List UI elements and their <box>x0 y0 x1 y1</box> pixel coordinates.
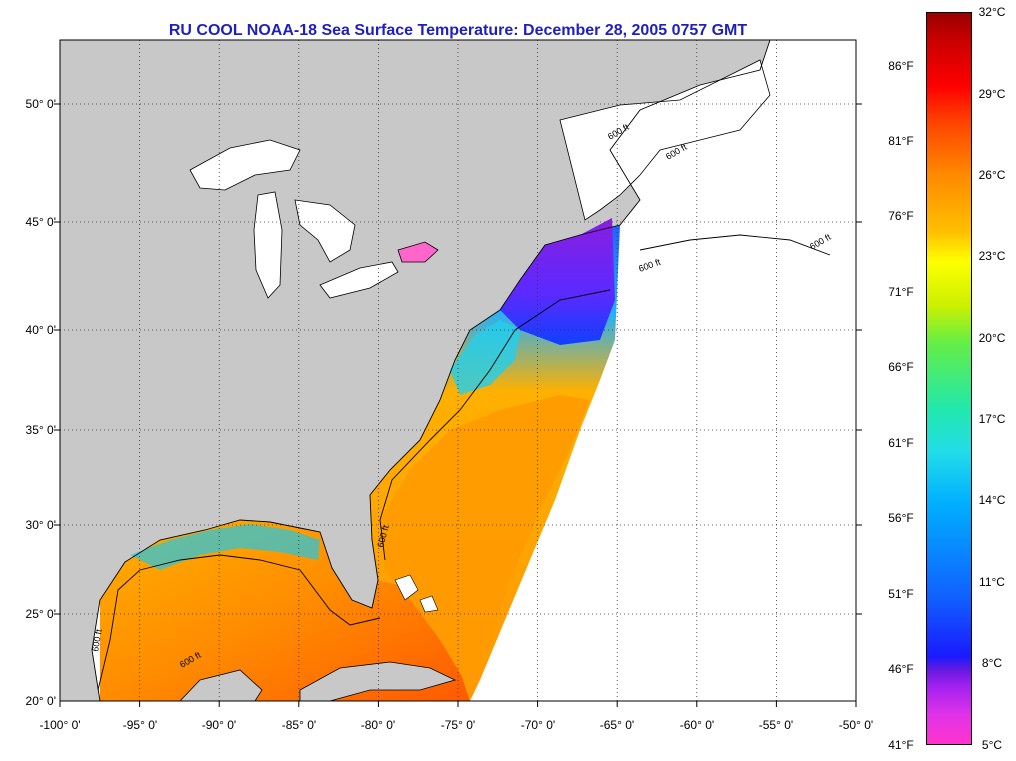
land-yucatan <box>179 669 263 701</box>
colorbar-celsius-label: 5°C <box>981 738 1003 752</box>
lake-erie <box>319 261 399 299</box>
land-maritimes <box>559 59 771 221</box>
lat-label: 25° 0' <box>25 607 56 621</box>
colorbar-fahrenheit-label: 61°F <box>888 436 914 450</box>
lon-label: -65° 0' <box>599 718 635 732</box>
lat-lon-grid <box>60 40 856 701</box>
lat-label: 50° 0' <box>25 97 56 111</box>
lat-label: 35° 0' <box>25 423 56 437</box>
gulf-cool-fringe <box>130 524 320 570</box>
colorbar-fahrenheit-label: 51°F <box>888 587 914 601</box>
lat-label: 45° 0' <box>25 215 56 229</box>
colorbar-fahrenheit-label: 71°F <box>888 285 914 299</box>
lon-label: -55° 0' <box>758 718 794 732</box>
colorbar-celsius-label: 23°C <box>978 249 1006 263</box>
isobath-label: 600 ft <box>808 232 833 252</box>
gulf-of-maine-sst <box>500 218 615 345</box>
lake-ontario <box>397 241 439 263</box>
lon-label: -80° 0' <box>360 718 396 732</box>
lon-label: -100° 0' <box>39 718 81 732</box>
colorbar-celsius-label: 8°C <box>981 656 1003 670</box>
lat-label: 30° 0' <box>25 518 56 532</box>
lake-michigan <box>253 191 283 299</box>
map-title: RU COOL NOAA-18 Sea Surface Temperature:… <box>168 22 748 39</box>
colorbar-fahrenheit-label: 81°F <box>888 134 914 148</box>
coastline <box>91 40 771 701</box>
lake-huron <box>294 199 356 263</box>
lake-superior <box>189 139 301 191</box>
lon-label: -85° 0' <box>281 718 317 732</box>
colorbar-celsius-label: 20°C <box>978 331 1006 345</box>
lon-label: -50° 0' <box>838 718 874 732</box>
colorbar-fahrenheit-label: 86°F <box>888 59 914 73</box>
colorbar-celsius-label: 11°C <box>979 575 1005 589</box>
land-cuba <box>299 661 457 701</box>
colorbar-fahrenheit-label: 66°F <box>888 360 914 374</box>
colorbar-celsius-label: 29°C <box>978 87 1006 101</box>
land-bahamas <box>394 574 439 613</box>
colorbar-celsius-label: 14°C <box>978 493 1006 507</box>
temperature-colorbar <box>926 12 972 745</box>
lat-label: 40° 0' <box>25 323 56 337</box>
lon-label: -75° 0' <box>440 718 476 732</box>
lon-label: -90° 0' <box>201 718 237 732</box>
colorbar-fahrenheit-label: 56°F <box>888 511 914 525</box>
lon-label: -95° 0' <box>122 718 158 732</box>
colorbar-fahrenheit-label: 41°F <box>888 738 914 752</box>
colorbar-fahrenheit-label: 46°F <box>888 662 914 676</box>
gulf-of-mexico-sst <box>100 520 470 701</box>
colorbar-celsius-label: 32°C <box>978 5 1006 19</box>
colorbar-celsius-label: 17°C <box>978 412 1006 426</box>
axis-ticks <box>54 103 862 707</box>
lon-label: -60° 0' <box>679 718 715 732</box>
shelf-cold-water <box>450 320 520 395</box>
colorbar-fahrenheit-label: 76°F <box>888 209 914 223</box>
isobath-600ft <box>97 234 831 691</box>
isobath-label: 600 ft <box>637 257 662 274</box>
isobath-label: 600 ft <box>90 628 104 652</box>
lat-label: 20° 0' <box>25 694 56 708</box>
lon-label: -70° 0' <box>520 718 556 732</box>
colorbar-celsius-label: 26°C <box>978 168 1006 182</box>
